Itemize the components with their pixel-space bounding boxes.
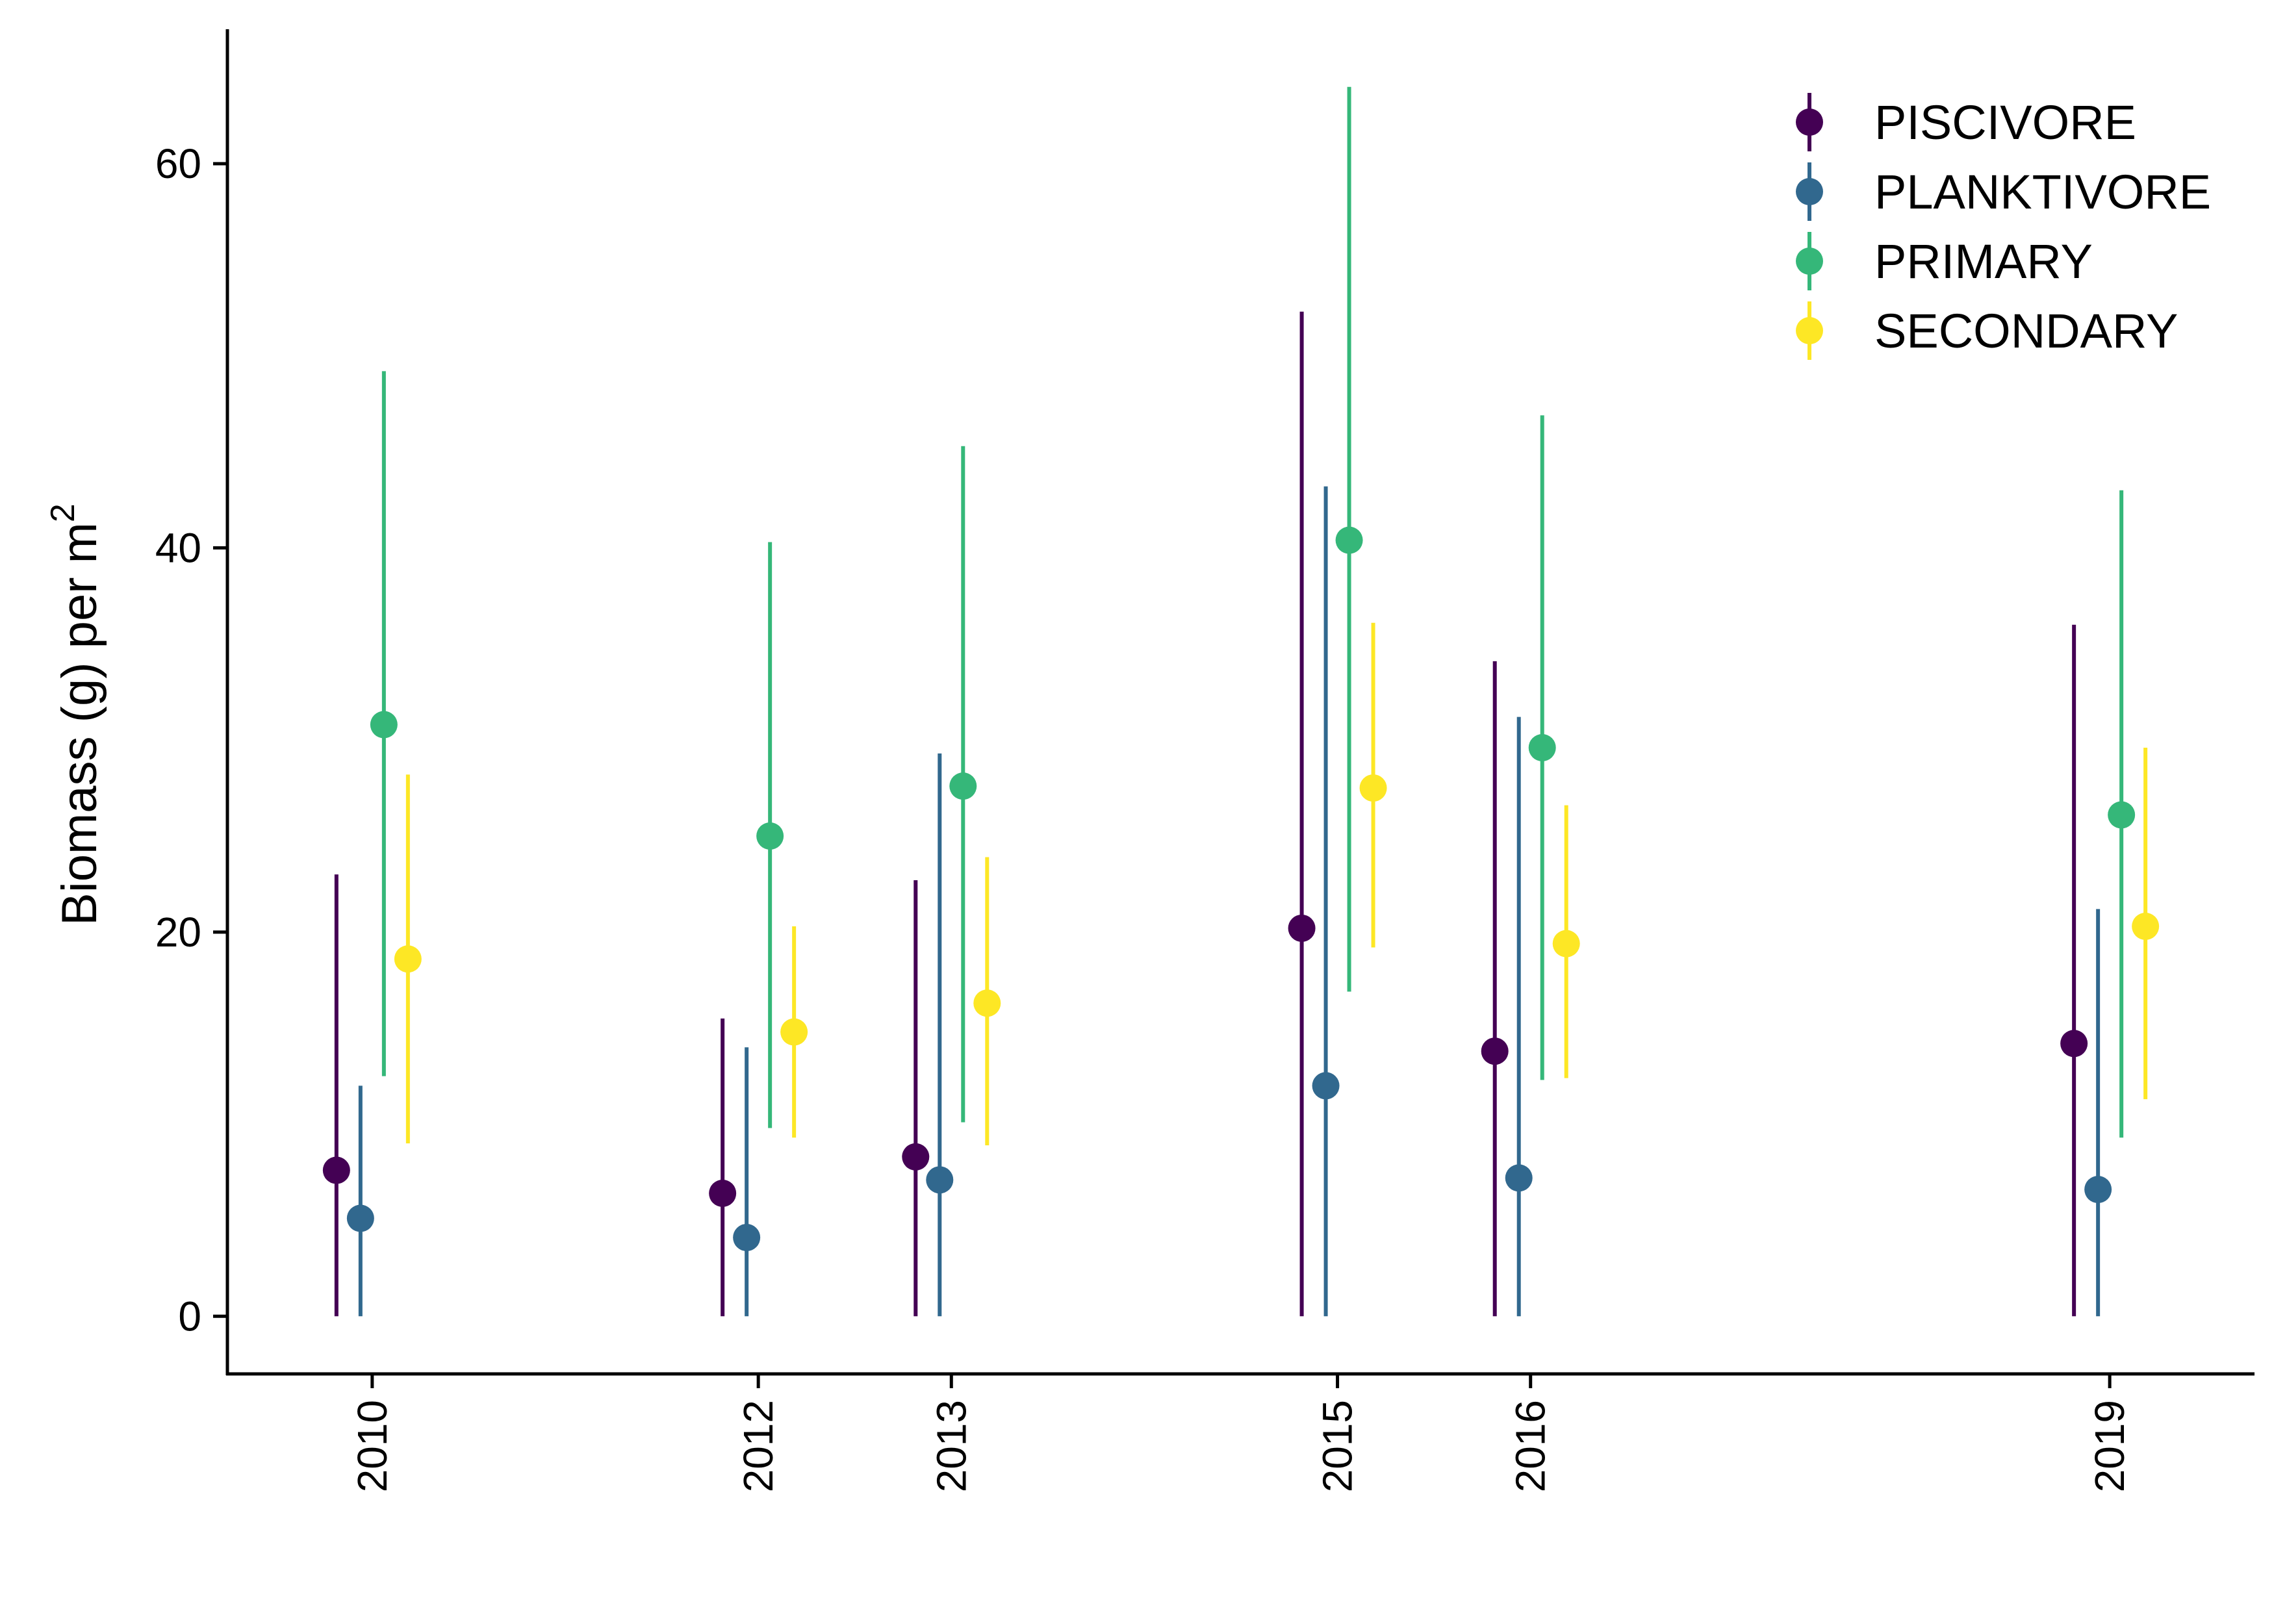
point-planktivore-2016	[1505, 1164, 1533, 1192]
y-tick-label-40: 40	[155, 524, 201, 571]
legend-label-planktivore: PLANKTIVORE	[1874, 165, 2211, 219]
legend-label-piscivore: PISCIVORE	[1874, 95, 2136, 149]
point-secondary-2012	[780, 1018, 808, 1046]
point-primary-2010	[370, 711, 398, 739]
x-axis-ticks: 2010 2012 2013 2015 2016 2019	[349, 1374, 2133, 1492]
x-tick-label-2012: 2012	[735, 1400, 782, 1492]
point-primary-2016	[1528, 733, 1556, 761]
point-piscivore-2016	[1481, 1037, 1509, 1065]
x-tick-label-2019: 2019	[2086, 1400, 2133, 1492]
point-piscivore-2012	[709, 1180, 737, 1208]
plot-marks	[322, 86, 2160, 1317]
point-piscivore-2015	[1288, 914, 1316, 942]
y-axis-title-text: Biomass (g) per m	[52, 522, 107, 926]
point-primary-2012	[756, 822, 784, 850]
y-axis-title-superscript: 2	[44, 503, 82, 522]
legend-key-point-secondary	[1796, 317, 1823, 344]
point-secondary-2016	[1552, 930, 1580, 958]
legend-label-primary: PRIMARY	[1874, 235, 2093, 288]
x-tick-label-2013: 2013	[928, 1400, 975, 1492]
y-tick-label-60: 60	[155, 140, 201, 187]
y-axis-title: Biomass (g) per m2	[44, 503, 107, 926]
y-axis-ticks: 0 20 40 60	[155, 140, 227, 1339]
legend-key-point-piscivore	[1796, 108, 1823, 136]
point-secondary-2013	[973, 989, 1001, 1017]
point-secondary-2010	[394, 945, 422, 973]
point-planktivore-2013	[926, 1166, 954, 1194]
point-primary-2013	[949, 772, 977, 800]
legend-label-secondary: SECONDARY	[1874, 304, 2178, 358]
legend-key-point-primary	[1796, 247, 1823, 275]
point-planktivore-2010	[346, 1204, 374, 1232]
point-primary-2015	[1335, 526, 1363, 554]
point-piscivore-2013	[902, 1143, 930, 1171]
point-planktivore-2019	[2084, 1176, 2112, 1204]
point-planktivore-2015	[1312, 1072, 1340, 1100]
point-secondary-2019	[2132, 912, 2160, 940]
x-tick-label-2015: 2015	[1314, 1400, 1361, 1492]
legend-key-point-planktivore	[1796, 178, 1823, 205]
y-tick-label-20: 20	[155, 909, 201, 956]
legend: PISCIVORE PLANKTIVORE PRIMARY SECONDARY	[1796, 93, 2211, 360]
point-secondary-2015	[1359, 774, 1387, 802]
axes: 0 20 40 60 2010 2012 2013 2015 2016 2019	[155, 29, 2255, 1492]
point-primary-2019	[2108, 801, 2136, 829]
y-tick-label-0: 0	[178, 1293, 201, 1339]
point-piscivore-2010	[322, 1156, 350, 1184]
x-tick-label-2010: 2010	[349, 1400, 396, 1492]
point-piscivore-2019	[2060, 1030, 2088, 1058]
point-planktivore-2012	[733, 1224, 761, 1252]
x-tick-label-2016: 2016	[1507, 1400, 1554, 1492]
